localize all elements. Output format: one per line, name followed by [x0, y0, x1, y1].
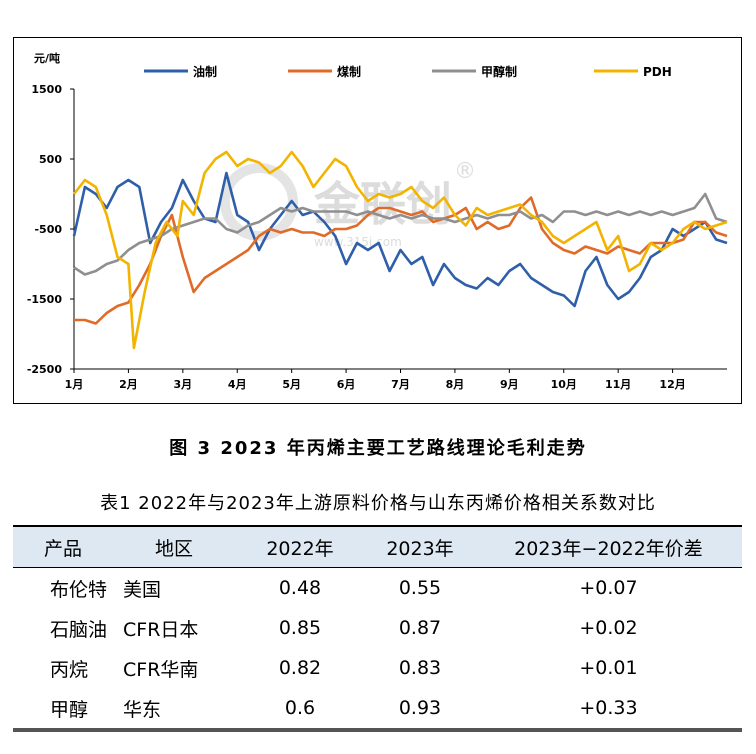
- table-row: 丙烷 CFR华南 0.82 0.83 +0.01: [13, 648, 742, 688]
- chart-panel: 金联创 ® www.315i.com 1500 500 -500 -1500 -2500 元/吨…: [13, 37, 742, 404]
- cell-2023: 0.83: [398, 657, 442, 679]
- correlation-table: 产品 地区 2022年 2023年 2023年−2022年价差 布伦特 美国 0…: [13, 525, 742, 732]
- x-tick-label: 11月: [605, 378, 631, 391]
- cell-region: 华东: [113, 688, 235, 732]
- x-tick-label: 6月: [337, 378, 356, 391]
- cell-region: CFR日本: [123, 618, 199, 641]
- cell-product: 石脑油: [50, 618, 108, 641]
- y-tick-label: -500: [34, 223, 62, 236]
- cell-diff: +0.01: [579, 657, 638, 679]
- header-diff: 2023年−2022年价差: [475, 525, 742, 568]
- cell-product: 布伦特: [50, 578, 108, 601]
- cell-2023: 0.87: [398, 617, 442, 639]
- legend-label-0: 油制: [193, 64, 217, 79]
- table-row: 布伦特 美国 0.48 0.55 +0.07: [13, 568, 742, 609]
- x-tick-label: 1月: [65, 378, 84, 391]
- cell-diff: +0.07: [579, 577, 638, 599]
- cell-2022: 0.48: [278, 577, 322, 599]
- header-product: 产品: [13, 525, 113, 568]
- cell-2023: 0.55: [398, 577, 442, 599]
- series-line-1: [74, 196, 728, 325]
- cell-2022: 0.82: [278, 657, 322, 679]
- legend-label-3: PDH: [643, 65, 672, 79]
- legend-label-1: 煤制: [337, 64, 361, 79]
- watermark-brand: 金联创: [313, 177, 452, 231]
- x-tick-label: 2月: [119, 378, 138, 391]
- cell-2023: 0.93: [365, 688, 475, 732]
- header-2023: 2023年: [365, 525, 475, 568]
- watermark-mark: ®: [454, 159, 476, 184]
- header-region: 地区: [113, 525, 235, 568]
- x-tick-label: 5月: [282, 378, 301, 391]
- cell-product: 甲醇: [13, 688, 113, 732]
- cell-diff: +0.02: [579, 617, 638, 639]
- table-header-row: 产品 地区 2022年 2023年 2023年−2022年价差: [13, 525, 742, 568]
- series-line-3: [72, 150, 728, 350]
- figure-caption: 图 3 2023 年丙烯主要工艺路线理论毛利走势: [169, 438, 587, 459]
- x-tick-label: 7月: [391, 378, 410, 391]
- y-tick-label: 1500: [31, 83, 62, 96]
- x-tick-label: 10月: [551, 378, 577, 391]
- x-tick-label: 3月: [174, 378, 193, 391]
- cell-product: 丙烷: [50, 658, 89, 681]
- cell-region: 美国: [123, 578, 162, 601]
- cell-region: CFR华南: [123, 658, 199, 681]
- x-tick-label: 4月: [228, 378, 247, 391]
- cell-diff: +0.33: [475, 688, 742, 732]
- y-tick-label: -2500: [27, 363, 63, 376]
- series-line-2: [73, 192, 728, 276]
- table-row: 甲醇 华东 0.6 0.93 +0.33: [13, 688, 742, 732]
- x-tick-label: 12月: [659, 378, 685, 391]
- y-tick-label: 500: [39, 153, 62, 166]
- x-tick-label: 9月: [500, 378, 519, 391]
- legend-label-2: 甲醇制: [481, 64, 517, 79]
- y-axis-unit-label: 元/吨: [34, 51, 60, 65]
- table-row: 石脑油 CFR日本 0.85 0.87 +0.02: [13, 608, 742, 648]
- line-chart: 金联创® www.315i.com 1500 500 -500 -1500 -2500 元/吨…: [27, 51, 728, 391]
- table-caption: 表1 2022年与2023年上游原料价格与山东丙烯价格相关系数对比: [100, 493, 656, 514]
- watermark-url: www.315i.com: [314, 235, 402, 249]
- x-tick-label: 8月: [446, 378, 465, 391]
- header-2022: 2022年: [235, 525, 365, 568]
- cell-2022: 0.85: [278, 617, 322, 639]
- series-line-0: [72, 171, 728, 308]
- cell-2022: 0.6: [235, 688, 365, 732]
- y-tick-label: -1500: [27, 293, 63, 306]
